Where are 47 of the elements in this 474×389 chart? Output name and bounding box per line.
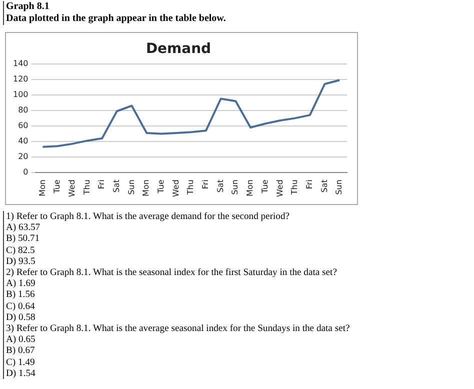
x-tick-label: Mon	[142, 180, 151, 196]
x-tick-label: Mon	[38, 180, 47, 196]
y-tick-label: 20	[18, 152, 28, 162]
text: A) 0.65	[6, 334, 36, 346]
y-tick-label: 40	[18, 136, 28, 146]
text: B) 1.56	[6, 289, 36, 301]
caption: Graph 8.1	[6, 1, 50, 13]
x-tick-label: Mon	[246, 180, 255, 196]
x-tick-label: Tue	[52, 179, 62, 194]
text: A) 63.57	[6, 222, 42, 234]
x-tick-label: Wed	[67, 180, 76, 198]
chart-title: Demand	[146, 41, 212, 58]
x-tick-label: Sat	[320, 180, 329, 193]
x-tick-label: Thu	[186, 180, 196, 196]
x-tick-label: Thu	[82, 180, 92, 196]
x-tick-label: Wed	[275, 180, 284, 198]
text: 2) Refer to Graph 8.1. What is the seasonal index for the first Saturday in the data set?	[6, 267, 338, 278]
text: C) 82.5	[6, 244, 36, 256]
x-tick-label: Wed	[171, 180, 180, 198]
text: C) 0.64	[6, 300, 36, 312]
text: 3) Refer to Graph 8.1. What is the average seasonal index for the Sundays in the data set?	[6, 323, 350, 334]
x-tick-label: Fri	[304, 180, 314, 190]
y-tick-label: 100	[12, 90, 28, 99]
x-tick-label: Sat	[216, 180, 225, 193]
text: Data plotted in the graph appear in the table below.	[6, 13, 226, 25]
text: 1) Refer to Graph 8.1. What is the average demand for the second period?	[6, 211, 291, 222]
y-tick-label: 0	[23, 168, 28, 177]
x-tick-label: Fri	[201, 180, 210, 190]
text: A) 1.69	[6, 278, 36, 290]
y-tick-label: 60	[18, 121, 28, 130]
x-tick-label: Tue	[260, 179, 270, 194]
text: D) 93.5	[6, 256, 36, 268]
y-tick-label: 120	[12, 74, 28, 84]
x-tick-label: Tue	[156, 179, 166, 194]
text: D) 1.54	[6, 368, 36, 380]
y-tick-label: 80	[18, 105, 28, 114]
x-tick-label: Sun	[334, 180, 344, 195]
x-tick-label: Sun	[230, 180, 240, 195]
text: D) 0.58	[6, 312, 36, 324]
x-tick-label: Fri	[97, 180, 106, 190]
x-tick-label: Thu	[290, 180, 300, 196]
x-tick-label: Sun	[126, 180, 136, 195]
text: C) 1.49	[6, 356, 36, 368]
y-tick-label: 140	[12, 58, 28, 68]
x-tick-label: Sat	[112, 180, 121, 193]
text: B) 50.71	[6, 233, 41, 245]
text: B) 0.67	[6, 345, 36, 357]
